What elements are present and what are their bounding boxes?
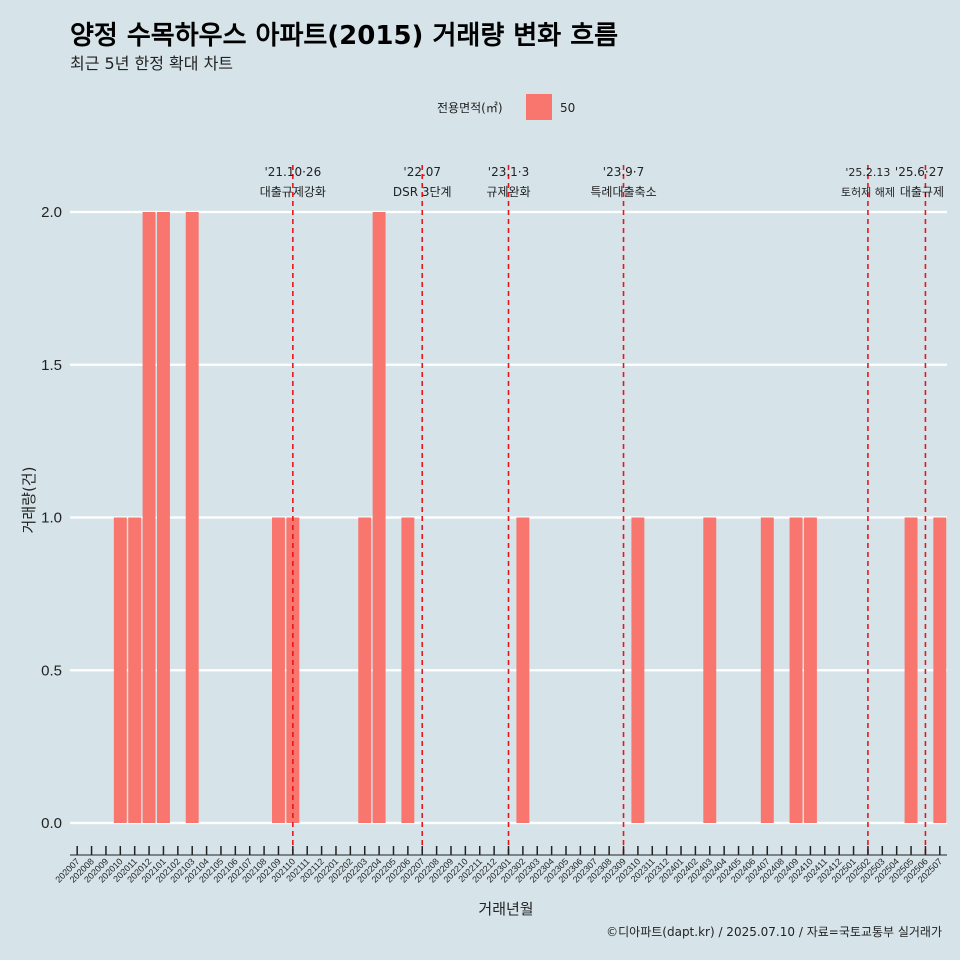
chart-subtitle: 최근 5년 한정 확대 차트 bbox=[70, 54, 233, 73]
legend-swatch bbox=[526, 94, 552, 120]
bar-202204 bbox=[372, 212, 386, 823]
legend-title: 전용면적(㎡) bbox=[437, 101, 503, 115]
event-label: DSR 3단계 bbox=[393, 185, 452, 199]
y-tick-label: 0.0 bbox=[41, 815, 62, 832]
bar-202310 bbox=[631, 517, 645, 823]
y-axis: 0.0 0.5 1.0 1.5 2.0 bbox=[41, 204, 62, 832]
y-tick-label: 1.0 bbox=[41, 510, 62, 527]
event-label: 규제완화 bbox=[486, 185, 530, 199]
bar-202409 bbox=[789, 517, 803, 823]
bar-202206 bbox=[401, 517, 415, 823]
event-label: 대출규제 bbox=[900, 185, 944, 199]
event-date: '21.10·26 bbox=[264, 165, 321, 179]
bar-202011 bbox=[128, 517, 142, 823]
event-date: '23.1·3 bbox=[488, 165, 529, 179]
bar-202203 bbox=[358, 517, 372, 823]
event-label: 특례대출축소 bbox=[590, 185, 656, 199]
bar-202103 bbox=[185, 212, 199, 823]
bar-202109 bbox=[271, 517, 285, 823]
bar-202010 bbox=[113, 517, 127, 823]
y-tick-label: 0.5 bbox=[41, 662, 62, 679]
bar-202507 bbox=[933, 517, 947, 823]
event-label: 토허제 해제 bbox=[841, 185, 895, 199]
event-label: 대출규제강화 bbox=[260, 185, 326, 199]
x-axis: 2020072020082020092020102020112020122021… bbox=[53, 846, 947, 885]
bar-202302 bbox=[516, 517, 530, 823]
event-date: '23.9·7 bbox=[603, 165, 644, 179]
chart-caption: ©디아파트(dapt.kr) / 2025.07.10 / 자료=국토교통부 실… bbox=[606, 925, 942, 939]
bar-202101 bbox=[156, 212, 170, 823]
bars bbox=[113, 212, 947, 823]
bar-202403 bbox=[703, 517, 717, 823]
x-axis-title: 거래년월 bbox=[478, 900, 533, 918]
bar-202012 bbox=[142, 212, 156, 823]
chart-title: 양정 수목하우스 아파트(2015) 거래량 변화 흐름 bbox=[70, 21, 618, 51]
event-markers: '21.10·26 대출규제강화 '22.07 DSR 3단계 '23.1·3 규제완화 '… bbox=[260, 165, 944, 855]
bar-202410 bbox=[803, 517, 817, 823]
y-axis-title: 거래량(건) bbox=[20, 467, 38, 534]
bar-202505 bbox=[904, 517, 918, 823]
legend: 전용면적(㎡) 50 bbox=[437, 94, 575, 120]
event-date: '22.07 bbox=[403, 165, 441, 179]
y-tick-label: 1.5 bbox=[41, 357, 62, 374]
event-date: '25.6·27 bbox=[895, 165, 944, 179]
bar-202407 bbox=[760, 517, 774, 823]
legend-label: 50 bbox=[560, 101, 575, 115]
y-tick-label: 2.0 bbox=[41, 204, 62, 221]
event-date: '25.2.13 bbox=[845, 166, 890, 179]
